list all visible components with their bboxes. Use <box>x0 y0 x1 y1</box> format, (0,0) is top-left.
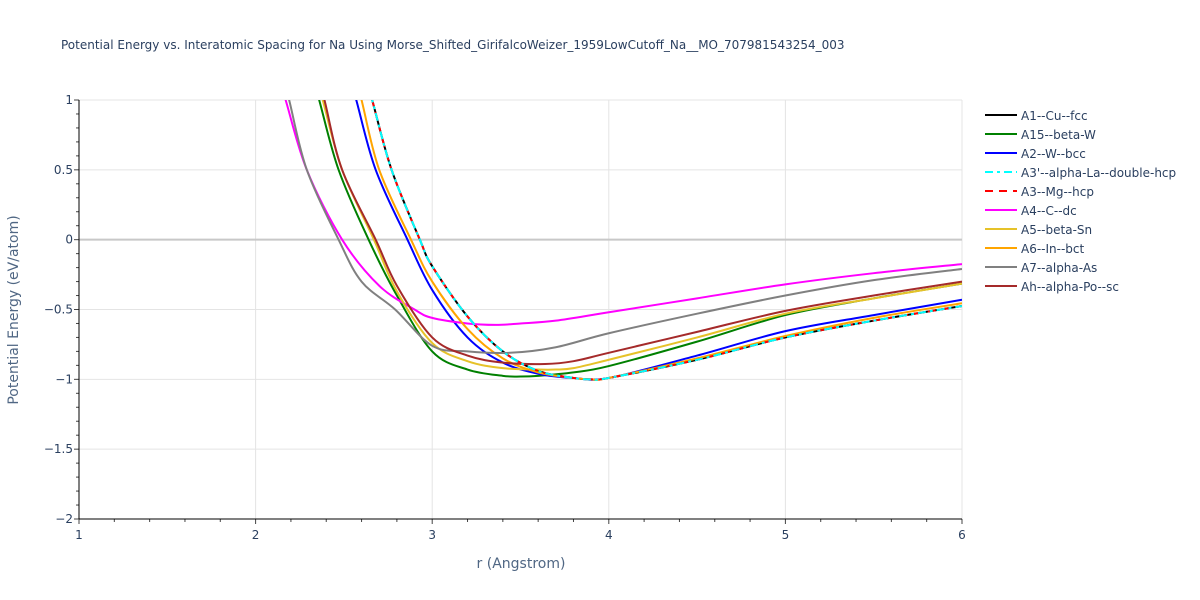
y-tick-label: 1 <box>65 93 73 107</box>
y-tick-label: −1 <box>55 372 73 386</box>
x-tick-label: 6 <box>958 528 966 542</box>
y-tick-label: −2 <box>55 512 73 526</box>
legend-line-swatch-icon <box>985 208 1017 213</box>
legend-label: A7--alpha-As <box>1021 260 1098 275</box>
legend-item[interactable]: A5--beta-Sn <box>985 220 1176 239</box>
legend-label: A3'--alpha-La--double-hcp <box>1021 165 1177 180</box>
legend-line-swatch-icon <box>985 132 1017 137</box>
legend-label: A6--In--bct <box>1021 241 1085 256</box>
x-tick-label: 2 <box>252 528 260 542</box>
legend-label: A15--beta-W <box>1021 127 1096 142</box>
legend-item[interactable]: A6--In--bct <box>985 239 1176 258</box>
legend-item[interactable]: A3--Mg--hcp <box>985 182 1176 201</box>
series-line <box>371 100 962 381</box>
legend-label: Ah--alpha-Po--sc <box>1021 279 1119 294</box>
chart-title: Potential Energy vs. Interatomic Spacing… <box>61 38 845 52</box>
legend-line-swatch-icon <box>985 265 1017 270</box>
legend-item[interactable]: A4--C--dc <box>985 201 1176 220</box>
series-line <box>288 100 962 355</box>
legend-label: A2--W--bcc <box>1021 146 1086 161</box>
legend-line-swatch-icon <box>985 151 1017 156</box>
x-tick-label: 5 <box>782 528 790 542</box>
legend-label: A4--C--dc <box>1021 203 1077 218</box>
series-line <box>284 100 962 326</box>
legend-item[interactable]: A1--Cu--fcc <box>985 106 1176 125</box>
series-line <box>323 100 962 366</box>
y-axis-title: Potential Energy (eV/atom) <box>6 215 22 404</box>
legend-item[interactable]: A3'--alpha-La--double-hcp <box>985 163 1176 182</box>
legend-item[interactable]: Ah--alpha-Po--sc <box>985 277 1176 296</box>
series-line <box>371 100 962 381</box>
legend-label: A3--Mg--hcp <box>1021 184 1094 199</box>
legend: A1--Cu--fcc A15--beta-W A2--W--bcc A3'--alp… <box>985 106 1176 296</box>
legend-item[interactable]: A15--beta-W <box>985 125 1176 144</box>
legend-line-swatch-icon <box>985 113 1017 118</box>
legend-label: A1--Cu--fcc <box>1021 108 1088 123</box>
x-tick-label: 1 <box>75 528 83 542</box>
x-axis-title: r (Angstrom) <box>477 556 566 572</box>
series-lines <box>284 100 962 381</box>
y-tick-label: 0.5 <box>54 163 73 177</box>
y-tick-label: −1.5 <box>44 442 73 456</box>
legend-label: A5--beta-Sn <box>1021 222 1093 237</box>
legend-line-swatch-icon <box>985 189 1017 194</box>
x-tick-label: 3 <box>428 528 436 542</box>
series-line <box>318 100 962 378</box>
series-line <box>371 100 962 381</box>
y-tick-label: −0.5 <box>44 303 73 317</box>
y-tick-label: 0 <box>65 233 73 247</box>
legend-line-swatch-icon <box>985 246 1017 251</box>
legend-line-swatch-icon <box>985 170 1017 175</box>
x-tick-label: 4 <box>605 528 613 542</box>
legend-line-swatch-icon <box>985 284 1017 289</box>
legend-item[interactable]: A7--alpha-As <box>985 258 1176 277</box>
grid-lines <box>79 99 963 519</box>
series-line <box>360 100 962 381</box>
legend-item[interactable]: A2--W--bcc <box>985 144 1176 163</box>
legend-line-swatch-icon <box>985 227 1017 232</box>
axes: 1 2 3 4 5 6 1 0.5 0 −0.5 −1 −1.5 −2 <box>44 93 966 542</box>
series-line <box>355 100 962 381</box>
